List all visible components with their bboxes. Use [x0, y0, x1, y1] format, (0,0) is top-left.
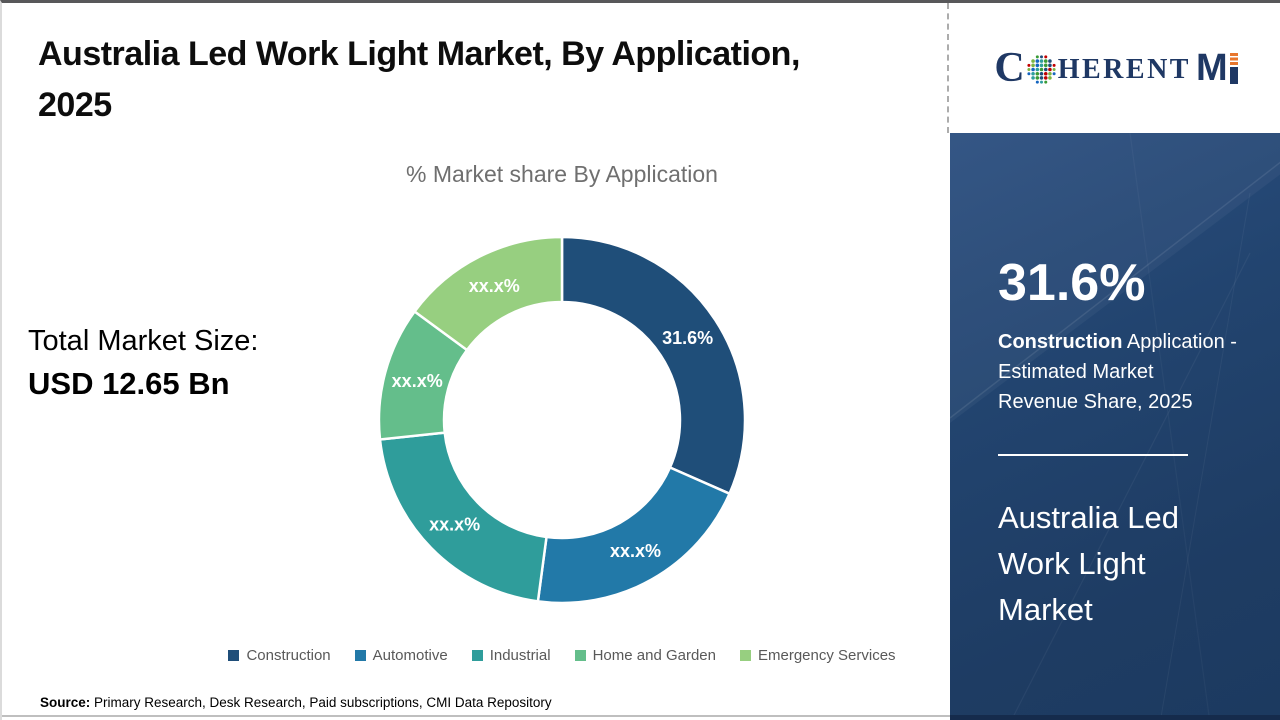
slice-label-emergency-services: xx.x%: [469, 276, 520, 296]
legend-label: Industrial: [489, 647, 551, 664]
total-market-size-label: Total Market Size:: [28, 325, 259, 357]
bottom-divider-line: [2, 715, 950, 717]
legend-label: Automotive: [372, 647, 448, 664]
donut-slice-automotive: [536, 466, 731, 605]
chart-subtitle: % Market share By Application: [406, 161, 718, 187]
sidebar-highlight-line1-rest: Application -: [1122, 331, 1237, 353]
legend-item-industrial: Industrial: [471, 647, 551, 664]
sidebar-divider: [998, 454, 1188, 456]
legend-item-emergency-services: Emergency Services: [739, 647, 896, 664]
slice-label-industrial: xx.x%: [429, 515, 480, 535]
total-market-size: Total Market Size: USD 12.65 Bn: [28, 325, 258, 402]
logo-i-navy-segment: [1229, 66, 1238, 84]
logo-text-herent: HERENT: [1057, 53, 1191, 85]
donut-slice-emergency-services: [413, 235, 564, 352]
source-label: Source:: [40, 695, 91, 710]
slice-label-construction: 31.6%: [662, 328, 713, 348]
legend-item-home-and-garden: Home and Garden: [574, 647, 716, 664]
legend-label: Construction: [246, 647, 331, 664]
logo-box: C HERENT M: [950, 3, 1280, 133]
page-title-line-2: 2025: [38, 86, 112, 124]
sidebar-highlight-line3: Revenue Share, 2025: [998, 391, 1193, 413]
logo-letter-i-mark: [1229, 52, 1238, 84]
logo-letter-m: M: [1195, 46, 1228, 89]
sidebar-highlight-text: Construction Application - Estimated Mar…: [998, 327, 1237, 417]
sidebar-highlight-line2: Estimated Market: [998, 361, 1154, 383]
legend-marker: [354, 650, 366, 661]
legend-item-construction: Construction: [228, 647, 331, 664]
total-market-size-value: USD 12.65 Bn: [28, 366, 230, 401]
source-note: Source: Primary Research, Desk Research,…: [40, 695, 552, 710]
sidebar-highlight-term: Construction: [998, 331, 1123, 353]
legend-marker: [228, 650, 240, 661]
legend-label: Home and Garden: [592, 647, 716, 664]
sidebar-map-texture: [950, 133, 1280, 720]
slice-label-automotive: xx.x%: [610, 541, 661, 561]
legend-marker: [574, 650, 586, 661]
donut-chart: 31.6% xx.x% xx.x% xx.x% xx.x%: [377, 235, 747, 605]
source-text: Primary Research, Desk Research, Paid su…: [90, 695, 552, 710]
coherentmi-logo: C HERENT M: [994, 45, 1238, 91]
sidebar: 31.6% Construction Application - Estimat…: [950, 133, 1280, 720]
logo-i-orange-segment: [1229, 52, 1238, 66]
sidebar-market-name: Australia Led Work Light Market: [998, 500, 1179, 627]
dashed-divider: [947, 3, 949, 133]
legend-item-automotive: Automotive: [354, 647, 448, 664]
sidebar-bottom-strip: [950, 715, 1280, 720]
globe-dots-icon: [1027, 54, 1056, 84]
legend-marker: [471, 650, 483, 661]
donut-slice-construction: [560, 235, 747, 495]
legend-label: Emergency Services: [757, 647, 896, 664]
page-title-line-1: Australia Led Work Light Market, By Appl…: [38, 35, 800, 73]
slice-label-home-and-garden: xx.x%: [392, 371, 443, 391]
sidebar-highlight-value: 31.6%: [998, 254, 1146, 312]
chart-legend: Construction Automotive Industrial Home and…: [112, 647, 1012, 664]
logo-letter-c: C: [994, 45, 1025, 91]
legend-marker: [739, 650, 751, 661]
page-title: Australia Led Work Light Market, By Appl…: [38, 29, 943, 131]
